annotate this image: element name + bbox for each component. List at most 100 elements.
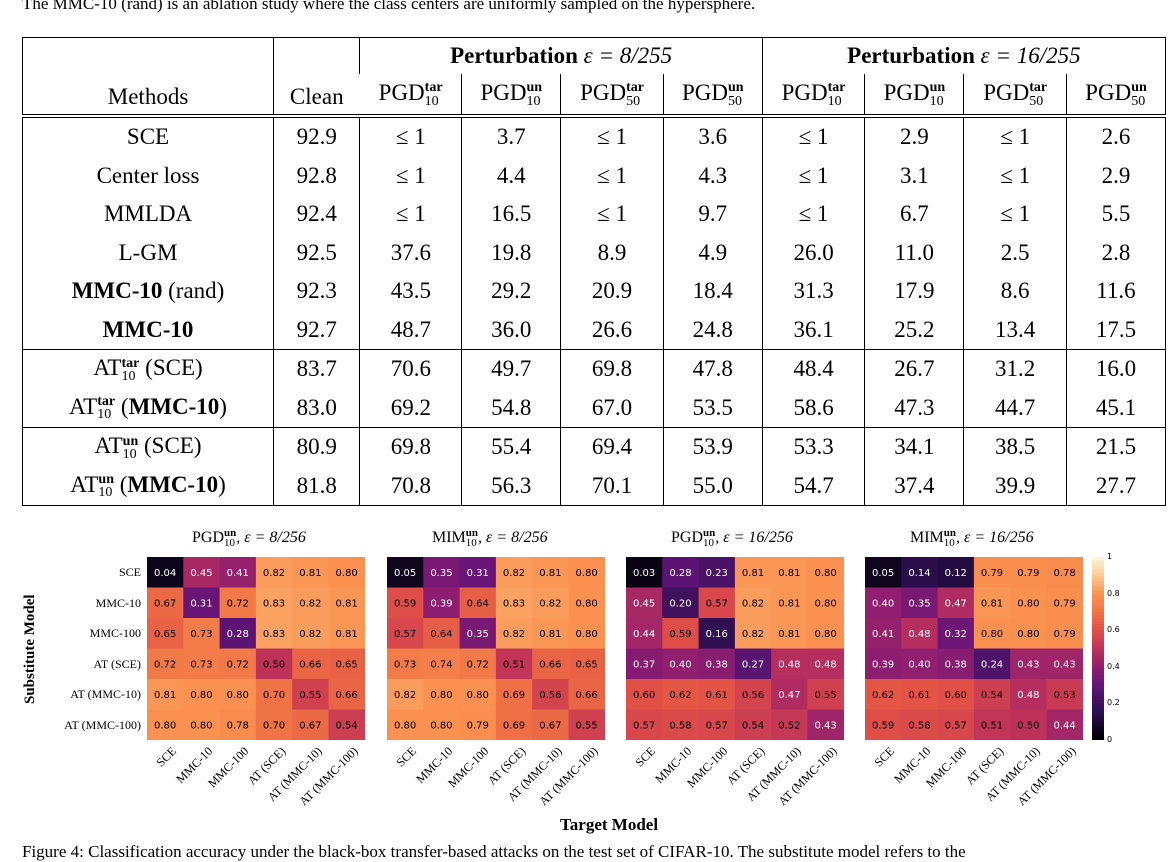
heatmap-cell-label: 0.39 <box>430 598 452 609</box>
heatmap-cell <box>1010 618 1047 649</box>
value-cell: 13.4 <box>963 310 1067 350</box>
sup-sub-stack: tar 10 <box>121 355 140 384</box>
heatmap-cell-label: 0.67 <box>154 598 176 609</box>
heatmap-cell-label: 0.48 <box>815 659 837 670</box>
heatmap-cell <box>1046 679 1083 710</box>
heatmap-cell-label: 0.82 <box>742 629 764 640</box>
heatmap-cell-label: 0.05 <box>872 568 894 579</box>
heatmap-cell-label: 0.70 <box>263 690 285 701</box>
heatmap-cell <box>568 557 605 588</box>
colorbar-segment <box>1092 605 1104 610</box>
heatmap-cell <box>532 557 569 588</box>
colorbar-segment <box>1092 599 1104 604</box>
heatmap-cell <box>387 587 424 619</box>
heatmap-cell <box>937 587 975 619</box>
value-cell: 54.7 <box>761 466 865 506</box>
value-cell: 31.2 <box>963 349 1067 389</box>
value-cell: 3.1 <box>864 156 964 195</box>
superscript: un <box>526 80 543 96</box>
heatmap-cell <box>1046 709 1083 740</box>
value-cell: 44.7 <box>963 388 1067 428</box>
heatmap-cell <box>255 709 293 740</box>
colorbar-segment <box>1092 669 1104 674</box>
attack-col-header: PGD tar 50 <box>560 74 664 117</box>
caption-top: The MMC-10 (rand) is an ablation study w… <box>22 0 756 13</box>
heatmap-cell <box>423 709 461 740</box>
value-cell: 2.9 <box>864 114 964 157</box>
heatmap-cell-label: 0.79 <box>1017 568 1039 579</box>
heatmap-cell <box>771 618 808 649</box>
superscript: tar <box>121 355 140 371</box>
heatmap-cell-label: 0.81 <box>299 568 321 579</box>
method-cell: MMLDA <box>23 195 274 234</box>
value-cell: 6.7 <box>864 195 964 234</box>
heatmap-cell <box>292 618 329 649</box>
heatmap-cell-label: 0.79 <box>981 568 1003 579</box>
method-paren: SCE <box>151 433 194 459</box>
heatmap-cell-label: 0.80 <box>576 629 598 640</box>
value-cell: 58.6 <box>761 388 865 428</box>
heatmap-cell <box>662 679 700 710</box>
superscript: un <box>728 80 744 96</box>
caption-bottom: Figure 4: Classification accuracy under … <box>22 842 966 861</box>
heatmap-title-eps: , ε = 16/256 <box>956 529 1034 547</box>
heatmap-cell <box>568 709 605 740</box>
colorbar-segment <box>1092 718 1104 723</box>
heatmap-cell-label: 0.23 <box>706 568 728 579</box>
heatmap-cell <box>973 709 1011 740</box>
heatmap-cell-label: 0.41 <box>872 629 894 640</box>
heatmap-cell <box>1046 557 1083 588</box>
value-cell: 20.9 <box>560 272 664 311</box>
heatmap-cell-label: 0.80 <box>981 629 1003 640</box>
heatmap-cell-label: 0.81 <box>336 598 358 609</box>
subscript: 10 <box>424 93 439 109</box>
value-cell: ≤ 1 <box>359 114 462 157</box>
heatmap-cell <box>865 618 902 649</box>
attack-name: PGD <box>883 79 930 105</box>
heatmap-cell-label: 0.64 <box>430 629 452 640</box>
heatmap-cell-label: 0.59 <box>872 720 894 731</box>
value-cell: 25.2 <box>864 310 964 350</box>
colorbar-segment <box>1092 630 1104 634</box>
heatmap-cell-label: 0.80 <box>576 568 598 579</box>
clean-cell: 83.7 <box>273 349 360 389</box>
heatmap-cell-label: 0.38 <box>945 659 967 670</box>
heatmap-cell <box>901 709 939 740</box>
results-table: Methods Clean Perturbation ε = 8/255 Per… <box>22 37 1166 506</box>
heatmap-cell <box>183 587 221 619</box>
heatmap-cell <box>626 648 663 680</box>
heatmap-cell-label: 0.82 <box>503 629 525 640</box>
colorbar-segment <box>1092 621 1104 625</box>
value-cell: 11.0 <box>864 233 964 272</box>
method-suffix: (rand) <box>162 278 225 304</box>
superscript: un <box>224 527 237 539</box>
superscript: un <box>465 527 479 539</box>
attack-name: PGD <box>1085 79 1132 105</box>
colorbar-segment <box>1092 642 1104 647</box>
value-cell: 67.0 <box>560 388 664 428</box>
subscript: 10 <box>98 485 113 501</box>
y-tick-label: MMC-10 <box>95 595 141 610</box>
heatmap-cell <box>495 587 533 619</box>
colorbar-segment <box>1092 645 1104 650</box>
colorbar-segment <box>1092 709 1104 714</box>
heatmap-title: PGD un 10, ε = 8/256 <box>192 527 306 549</box>
heatmap-cell <box>495 648 533 680</box>
method-name-bold: MMC-10 <box>102 316 194 342</box>
x-tick-label: SCE <box>153 744 180 770</box>
colorbar-segment <box>1092 691 1104 695</box>
subscript: 10 <box>703 537 715 550</box>
heatmap-cell <box>423 557 461 588</box>
heatmap-cell-label: 0.82 <box>394 690 416 701</box>
heatmap-cell <box>807 648 844 680</box>
table-row: AT tar 10 (SCE) 83.7 70.6 49.7 69.8 47.8 48.4 26.… <box>22 349 1166 389</box>
heatmap-cell-label: 0.24 <box>981 659 1003 670</box>
heatmap-cell <box>495 679 533 710</box>
colorbar-segment <box>1092 566 1104 570</box>
heatmap-cell-label: 0.65 <box>154 629 176 640</box>
method-at: AT <box>69 393 98 419</box>
heatmap-cell-label: 0.66 <box>576 690 598 701</box>
heatmap-cell <box>459 587 497 619</box>
heatmap-cell <box>1010 557 1047 588</box>
subscript: 50 <box>728 93 743 109</box>
